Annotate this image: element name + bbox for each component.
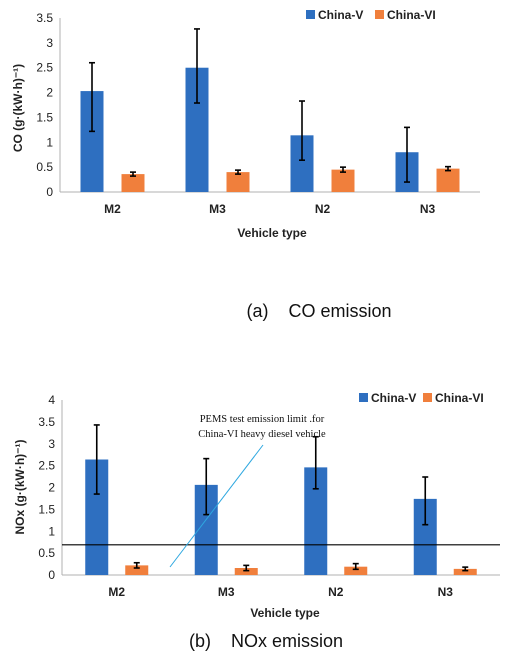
chart-nox: 0 0.5 1 1.5 2 2.5 3 3.5 4 M2 M3 N2 N3 PEMS test emi… — [13, 391, 500, 620]
chart-b-x-axis-label: Vehicle type — [250, 606, 320, 620]
error-bar-china-vi-n2 — [340, 166, 346, 173]
error-bar-china-v-m2 — [89, 61, 95, 133]
chart-b-error-bars — [93, 424, 469, 572]
category-label-n2: N2 — [328, 585, 344, 599]
legend-label-china-vi: China-VI — [435, 391, 484, 405]
y-tick-label: 3.5 — [38, 415, 55, 429]
error-bar-china-v-n2 — [299, 100, 305, 161]
bar-china-v-m2 — [85, 459, 109, 575]
legend-label-china-v: China-V — [371, 391, 416, 405]
legend-swatch-china-v — [359, 393, 368, 402]
chart-a-x-axis-label: Vehicle type — [237, 226, 307, 240]
bar-china-vi-n2 — [344, 566, 368, 575]
y-tick-label: 1 — [46, 135, 53, 149]
legend-label-china-v: China-V — [318, 8, 363, 22]
bar-china-vi-m3 — [234, 568, 258, 575]
chart-a-legend: China-V China-VI — [306, 8, 436, 22]
bar-china-vi-m2 — [125, 565, 149, 575]
chart-b-legend: China-V China-VI — [359, 391, 484, 405]
chart-b-annotation-callout — [169, 444, 264, 568]
bar-china-v-m3 — [185, 67, 209, 192]
bar-china-vi-n3 — [453, 568, 477, 575]
category-label-m2: M2 — [108, 585, 125, 599]
y-tick-label: 1.5 — [36, 110, 53, 124]
chart-b-category-labels: M2 M3 N2 N3 — [108, 585, 453, 599]
y-tick-label: 0.5 — [36, 160, 53, 174]
y-tick-label: 3.5 — [36, 11, 53, 25]
legend-swatch-china-vi — [375, 10, 384, 19]
legend-swatch-china-v — [306, 10, 315, 19]
chart-b-bars — [85, 459, 477, 575]
error-bar-china-vi-n2 — [352, 562, 359, 571]
y-tick-label: 0 — [48, 568, 55, 582]
y-tick-label: 2 — [48, 481, 55, 495]
error-bar-china-v-m3 — [203, 457, 210, 516]
bar-china-v-m3 — [194, 484, 218, 575]
caption-a: (a) CO emission — [246, 301, 391, 321]
bar-china-v-n2 — [304, 467, 328, 575]
error-bar-china-vi-n3 — [462, 566, 469, 572]
chart-a-error-bars — [89, 28, 451, 183]
bar-china-v-n3 — [413, 498, 437, 575]
chart-a-y-axis-label: CO (g·(kW·h)⁻¹) — [11, 64, 25, 152]
bar-china-v-n2 — [290, 135, 314, 192]
y-tick-label: 2.5 — [36, 61, 53, 75]
category-label-n3: N3 — [438, 585, 454, 599]
error-bar-china-v-n3 — [422, 476, 429, 526]
category-label-m3: M3 — [218, 585, 235, 599]
y-tick-label: 1.5 — [38, 502, 55, 516]
error-bar-china-vi-m3 — [235, 169, 241, 175]
bar-china-vi-n2 — [331, 169, 355, 192]
error-bar-china-vi-m2 — [133, 561, 140, 569]
chart-a-bars — [80, 67, 460, 192]
y-tick-label: 2.5 — [38, 459, 55, 473]
caption-b: (b) NOx emission — [189, 631, 343, 651]
chart-a-category-labels: M2 M3 N2 N3 — [104, 202, 435, 216]
legend-label-china-vi: China-VI — [387, 8, 436, 22]
category-label-m3: M3 — [209, 202, 226, 216]
legend-swatch-china-vi — [423, 393, 432, 402]
error-bar-china-v-n2 — [312, 435, 319, 490]
y-tick-label: 2 — [46, 86, 53, 100]
category-label-n3: N3 — [420, 202, 436, 216]
bar-china-vi-m3 — [226, 172, 250, 192]
bar-china-vi-m2 — [121, 174, 145, 192]
error-bar-china-vi-m3 — [243, 564, 250, 572]
error-bar-china-v-n3 — [404, 126, 410, 183]
chart-b-annotation-line-2: China-VI heavy diesel vehicle — [198, 429, 326, 440]
chart-b-y-axis-label: NOx (g·(kW·h)⁻¹) — [13, 440, 27, 535]
category-label-m2: M2 — [104, 202, 121, 216]
y-tick-label: 4 — [48, 393, 55, 407]
error-bar-china-v-m2 — [93, 424, 100, 495]
error-bar-china-v-m3 — [194, 28, 200, 104]
y-tick-label: 3 — [46, 36, 53, 50]
error-bar-china-vi-m2 — [130, 171, 136, 177]
category-label-n2: N2 — [315, 202, 331, 216]
bar-china-vi-n3 — [436, 168, 460, 192]
chart-b-annotation-line-1: PEMS test emission limit .for — [200, 414, 325, 425]
chart-b-y-tick-labels: 0 0.5 1 1.5 2 2.5 3 3.5 4 — [38, 393, 55, 582]
y-tick-label: 0.5 — [38, 546, 55, 560]
chart-a-y-tick-labels: 0 0.5 1 1.5 2 2.5 3 3.5 — [36, 11, 53, 199]
y-tick-label: 1 — [48, 524, 55, 538]
error-bar-china-vi-n3 — [445, 165, 451, 172]
chart-co: 0 0.5 1 1.5 2 2.5 3 3.5 M2 M3 N2 N3 Vehicle type C… — [11, 8, 480, 240]
y-tick-label: 3 — [48, 437, 55, 451]
bar-china-v-m2 — [80, 91, 104, 192]
y-tick-label: 0 — [46, 185, 53, 199]
